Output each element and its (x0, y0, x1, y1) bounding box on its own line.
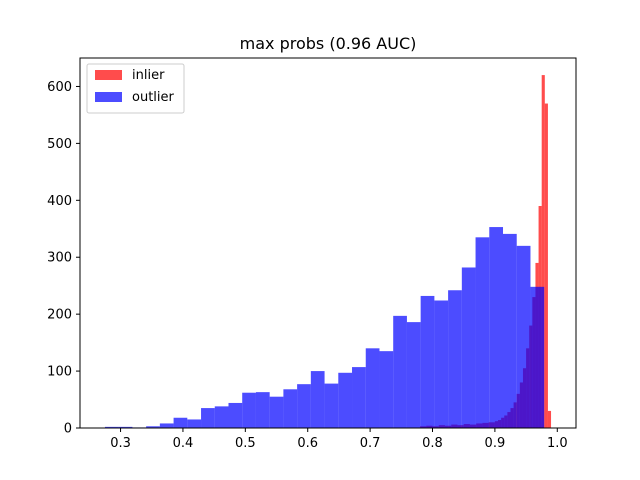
bars-layer (104, 75, 552, 428)
bar-outlier-18 (352, 367, 366, 428)
bar-outlier-1 (118, 426, 133, 428)
series-outlier (104, 227, 545, 428)
bar-outlier-7 (201, 408, 215, 428)
x-tick-label: 0.7 (360, 436, 381, 451)
bar-outlier-31 (530, 286, 545, 428)
bar-outlier-9 (228, 402, 243, 428)
x-tick-label: 0.4 (173, 436, 194, 451)
bar-outlier-16 (324, 383, 339, 428)
y-tick-label: 200 (47, 308, 72, 323)
x-tick-label: 1.0 (547, 436, 568, 451)
bar-outlier-4 (159, 423, 174, 428)
bar-outlier-19 (365, 348, 380, 428)
bar-outlier-12 (269, 396, 284, 428)
x-tick-label: 0.3 (110, 436, 131, 451)
bar-outlier-5 (173, 417, 188, 428)
bar-outlier-25 (448, 290, 462, 428)
legend: inlier outlier (86, 63, 185, 114)
x-tick-label: 0.5 (235, 436, 256, 451)
legend-swatch-inlier (95, 70, 122, 80)
bar-inlier-29 (547, 410, 552, 428)
x-tick-label: 0.9 (485, 436, 506, 451)
bar-outlier-3 (146, 426, 160, 428)
bar-outlier-22 (406, 322, 421, 428)
chart-title: max probs (0.96 AUC) (240, 34, 417, 53)
legend-label-outlier: outlier (132, 90, 175, 105)
bar-outlier-28 (489, 227, 504, 428)
legend-swatch-outlier (95, 92, 122, 102)
x-tick-label: 0.8 (422, 436, 443, 451)
bar-outlier-29 (503, 233, 517, 428)
bar-outlier-11 (255, 392, 270, 428)
bar-outlier-17 (338, 372, 353, 428)
y-tick-label: 0 (64, 422, 72, 437)
y-tick-label: 600 (47, 80, 72, 95)
y-tick-label: 300 (47, 251, 72, 266)
y-tick-label: 500 (47, 137, 72, 152)
bar-outlier-13 (283, 389, 298, 428)
bar-outlier-23 (420, 295, 435, 428)
bar-inlier-28 (544, 103, 548, 428)
axes-frame (79, 57, 577, 429)
bar-outlier-26 (461, 267, 476, 428)
y-tick-label: 400 (47, 194, 72, 209)
bar-outlier-30 (516, 245, 531, 428)
bar-outlier-10 (242, 392, 256, 428)
x-tick-label: 0.6 (297, 436, 318, 451)
bar-inlier-27 (541, 75, 545, 428)
y-tick-label: 100 (47, 365, 72, 380)
bar-outlier-27 (475, 237, 490, 428)
bar-outlier-20 (379, 351, 394, 428)
legend-label-inlier: inlier (132, 68, 165, 83)
bar-outlier-8 (214, 406, 229, 428)
bar-outlier-6 (187, 419, 202, 428)
bar-outlier-0 (104, 426, 119, 428)
bar-outlier-15 (310, 371, 325, 428)
y-axis: 0 100 200 300 400 500 600 (47, 80, 80, 437)
bar-outlier-14 (297, 384, 311, 428)
bar-outlier-21 (393, 315, 407, 428)
bar-outlier-24 (434, 300, 449, 428)
x-axis: 0.3 0.4 0.5 0.6 0.7 0.8 0.9 1.0 (110, 428, 568, 451)
